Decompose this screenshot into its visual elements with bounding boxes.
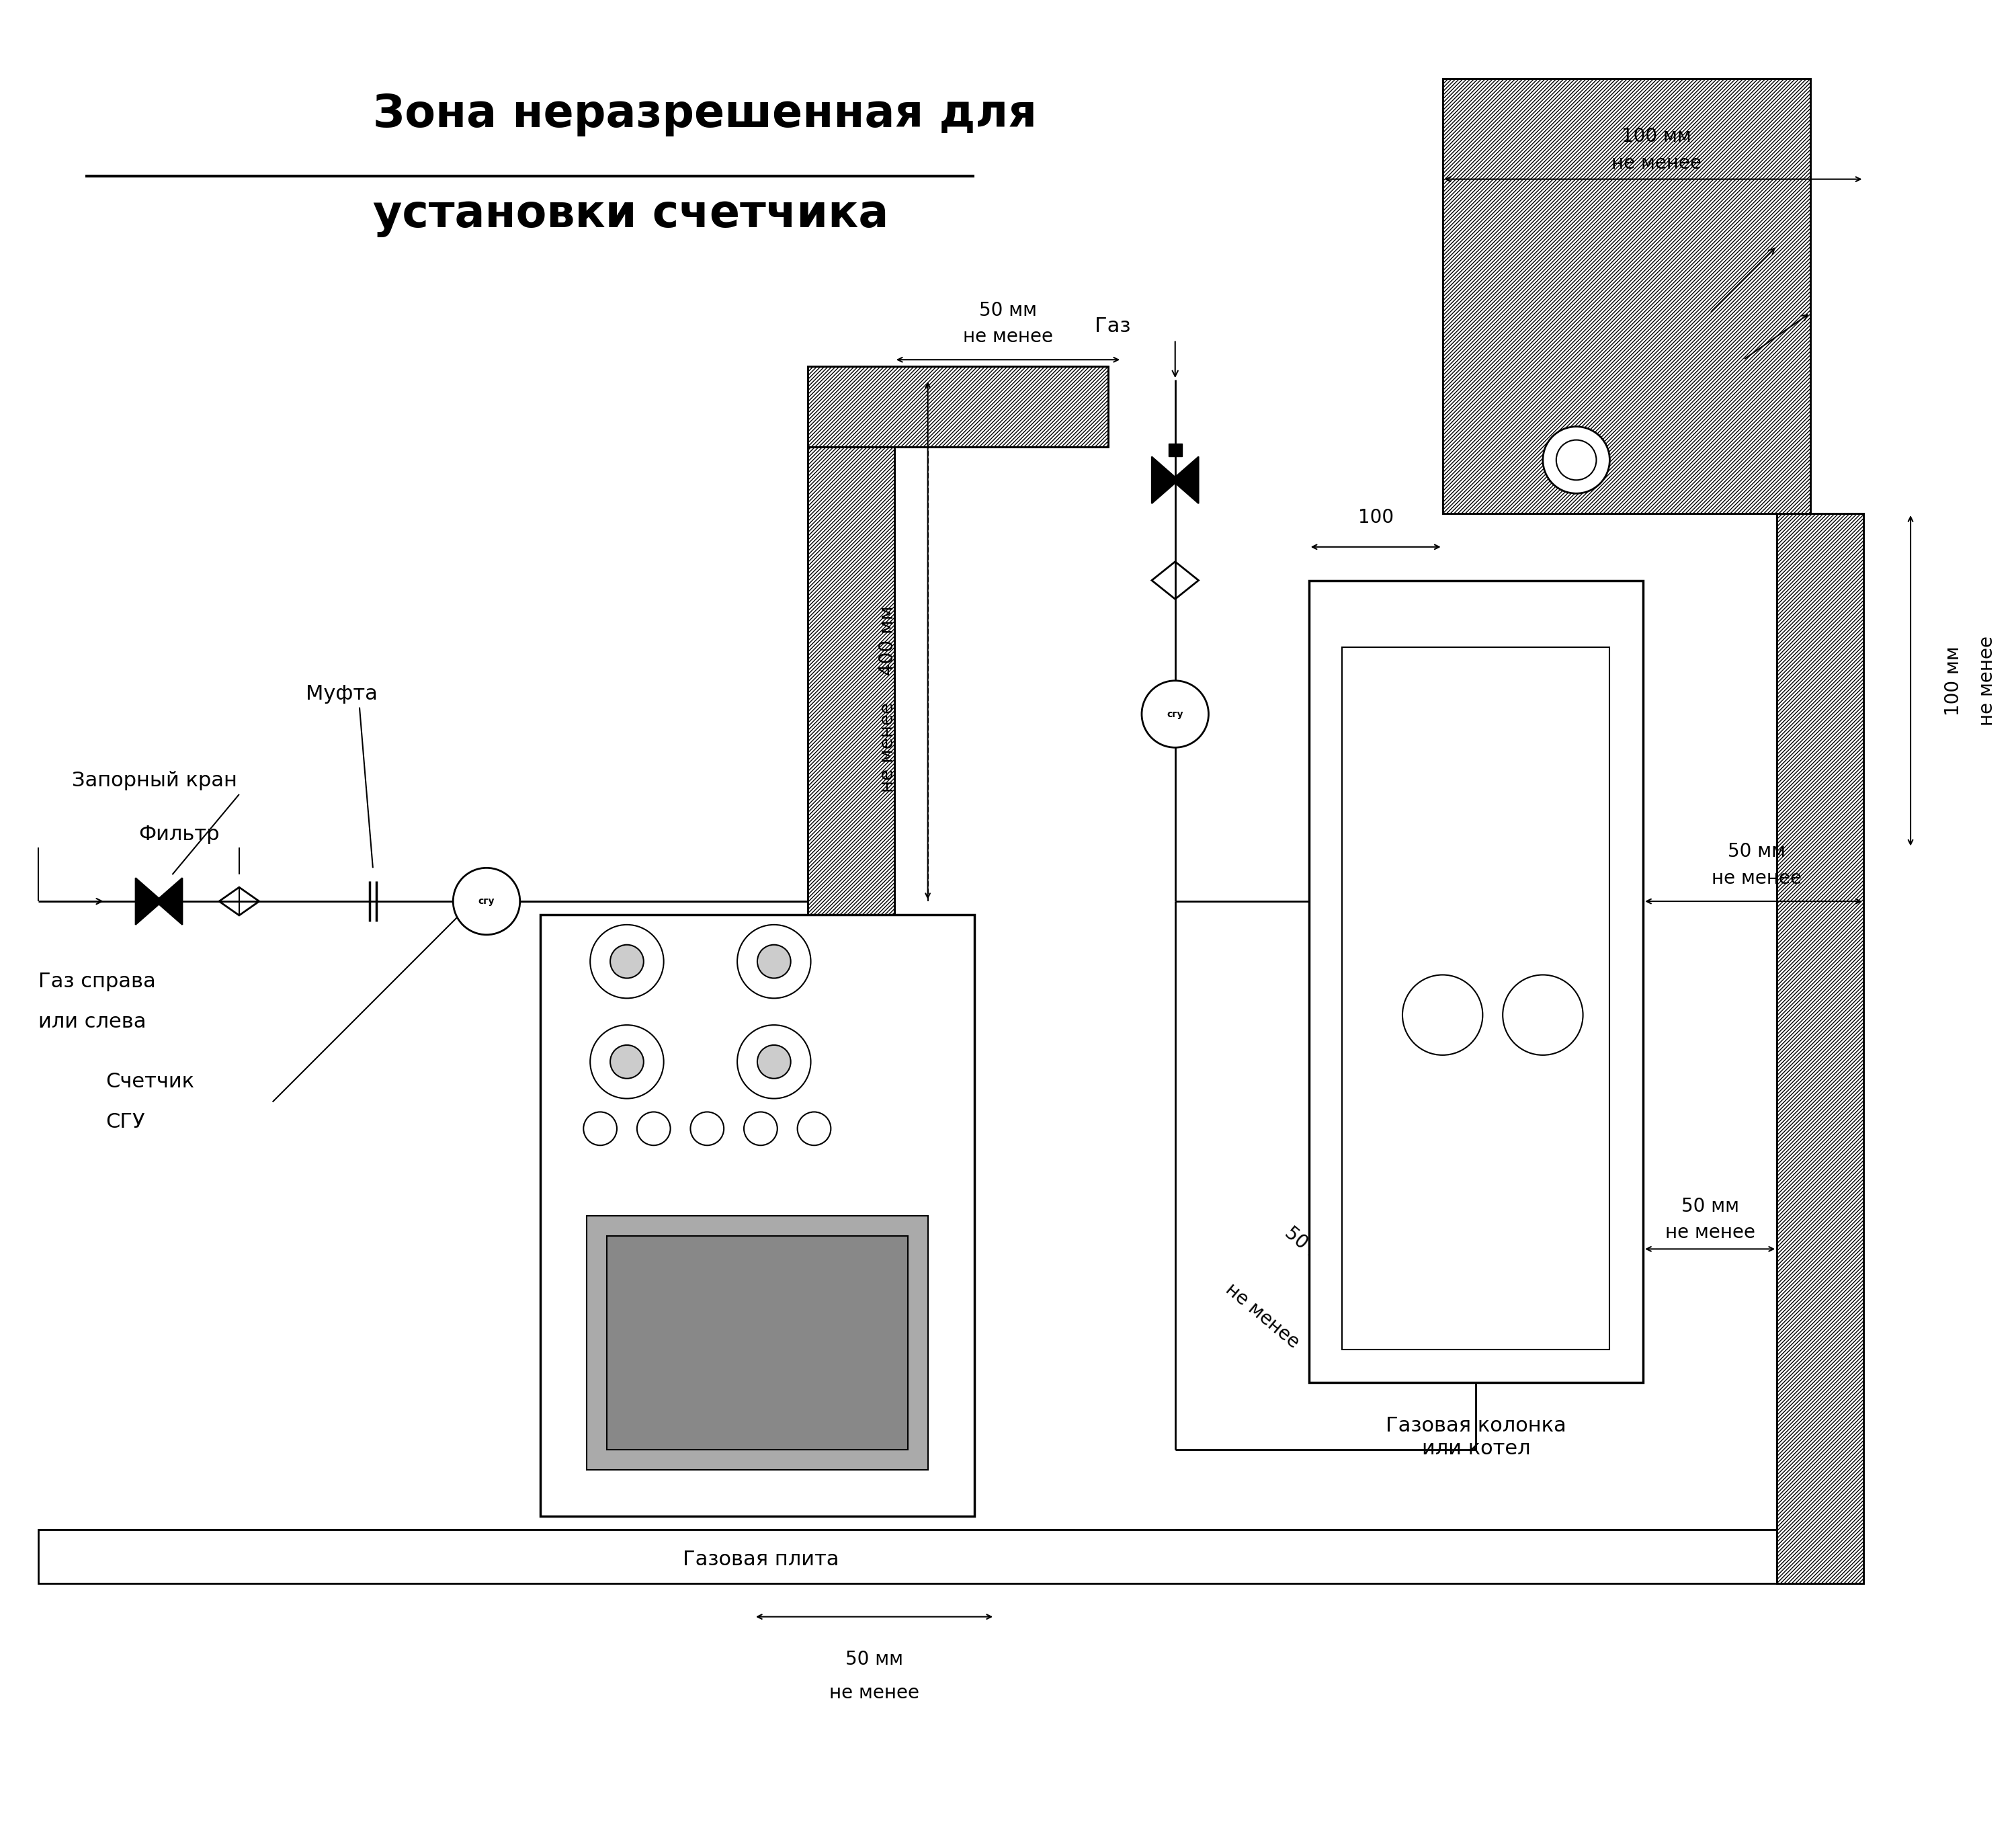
Circle shape: [611, 1046, 643, 1079]
Text: не менее: не менее: [1712, 869, 1802, 887]
Circle shape: [1403, 975, 1482, 1055]
Circle shape: [744, 1111, 778, 1146]
Polygon shape: [1171, 457, 1200, 503]
Circle shape: [611, 946, 643, 978]
Bar: [808, 446, 895, 982]
Circle shape: [689, 1111, 724, 1146]
Text: не менее: не менее: [1222, 1279, 1302, 1352]
Text: 400 мм: 400 мм: [879, 605, 897, 676]
Bar: [808, 366, 1109, 446]
Bar: [808, 366, 1109, 446]
Circle shape: [591, 1026, 663, 1099]
Text: не менее: не менее: [829, 1684, 919, 1702]
Text: не менее: не менее: [964, 328, 1052, 346]
Text: 50 мм: 50 мм: [1728, 842, 1786, 862]
Bar: [1776, 514, 1863, 1583]
Text: Газовая плита: Газовая плита: [683, 1551, 839, 1569]
Text: не менее: не менее: [879, 703, 897, 793]
Text: Газовая колонка
или котел: Газовая колонка или котел: [1385, 1416, 1566, 1458]
Text: 50 мм: 50 мм: [1681, 1197, 1740, 1215]
Text: сгу: сгу: [478, 896, 494, 906]
Text: Газ: Газ: [1095, 317, 1131, 335]
Bar: [1443, 78, 1810, 514]
Text: Запорный кран: Запорный кран: [73, 771, 238, 791]
Circle shape: [454, 867, 520, 935]
Text: 100 мм: 100 мм: [1943, 645, 1964, 716]
Circle shape: [591, 926, 663, 998]
Text: Муфта: Муфта: [306, 685, 377, 703]
Text: Зона неразрешенная для: Зона неразрешенная для: [373, 93, 1036, 137]
Text: 50 мм: 50 мм: [845, 1651, 903, 1669]
Bar: [1343, 647, 1609, 1350]
Circle shape: [758, 1046, 790, 1079]
Bar: [587, 1215, 927, 1470]
Text: 100 мм: 100 мм: [1621, 128, 1691, 146]
Circle shape: [738, 926, 810, 998]
Text: не менее: не менее: [1978, 636, 1996, 725]
Bar: [540, 915, 974, 1516]
Circle shape: [637, 1111, 671, 1146]
Polygon shape: [135, 878, 161, 926]
Text: Газ справа: Газ справа: [38, 971, 155, 991]
Circle shape: [738, 1026, 810, 1099]
Text: 50 мм: 50 мм: [980, 301, 1036, 319]
Text: сгу: сгу: [1167, 709, 1183, 720]
Bar: [1776, 514, 1863, 1583]
Bar: [607, 1235, 907, 1450]
Circle shape: [1502, 975, 1583, 1055]
Text: или слева: или слева: [38, 1011, 147, 1031]
Bar: [1443, 78, 1810, 514]
Polygon shape: [1151, 457, 1179, 503]
Circle shape: [583, 1111, 617, 1146]
Text: установки счетчика: установки счетчика: [373, 193, 889, 237]
Text: 100: 100: [1359, 508, 1393, 527]
Bar: [1169, 443, 1181, 457]
Bar: [38, 1530, 1776, 1583]
Circle shape: [1542, 426, 1609, 494]
Text: 50 мм: 50 мм: [1280, 1223, 1337, 1275]
Text: Фильтр: Фильтр: [139, 825, 220, 844]
Text: СГУ: СГУ: [105, 1111, 145, 1131]
Bar: [808, 446, 895, 982]
Text: не менее: не менее: [1611, 153, 1702, 173]
Polygon shape: [155, 878, 181, 926]
Bar: [1308, 581, 1643, 1383]
Text: не менее: не менее: [1665, 1224, 1756, 1243]
Circle shape: [758, 946, 790, 978]
Circle shape: [1141, 681, 1208, 747]
Text: Счетчик: Счетчик: [105, 1071, 194, 1091]
Circle shape: [798, 1111, 831, 1146]
